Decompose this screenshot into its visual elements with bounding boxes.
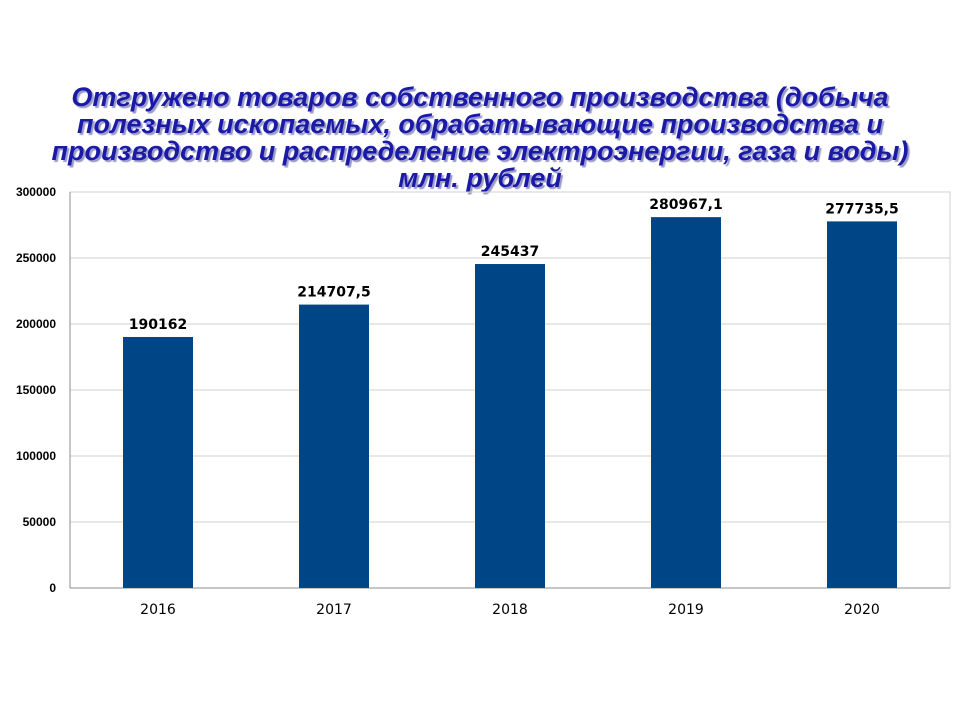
data-label: 190162 [129, 317, 187, 333]
y-tick-label: 300000 [16, 185, 56, 199]
y-tick-label: 200000 [16, 317, 56, 331]
x-tick-label: 2020 [844, 602, 880, 618]
chart-title-line: Отгружено товаров собственного производс… [71, 82, 889, 112]
bar [827, 221, 897, 588]
y-tick-label: 100000 [16, 449, 56, 463]
x-tick-label: 2017 [316, 602, 352, 618]
bar [651, 217, 721, 589]
x-tick-label: 2019 [668, 602, 704, 618]
x-tick-label: 2018 [492, 602, 528, 618]
chart-title: Отгружено товаров собственного производс… [30, 84, 930, 192]
data-label: 245437 [481, 244, 539, 260]
chart-title-line: млн. рублей [398, 163, 562, 193]
y-tick-label: 250000 [16, 251, 56, 265]
y-tick-label: 0 [49, 581, 56, 595]
chart-title-line: полезных ископаемых, обрабатывающие прои… [76, 109, 883, 139]
x-tick-label: 2016 [140, 602, 176, 618]
data-label: 277735,5 [825, 201, 899, 217]
bar [123, 336, 193, 588]
data-label: 280967,1 [649, 197, 723, 213]
y-tick-label: 50000 [23, 515, 57, 529]
bar [475, 264, 545, 588]
bar [299, 304, 369, 588]
data-label: 214707,5 [297, 285, 371, 301]
y-tick-label: 150000 [16, 383, 56, 397]
chart-title-line: производство и распределение электроэнер… [51, 136, 909, 166]
